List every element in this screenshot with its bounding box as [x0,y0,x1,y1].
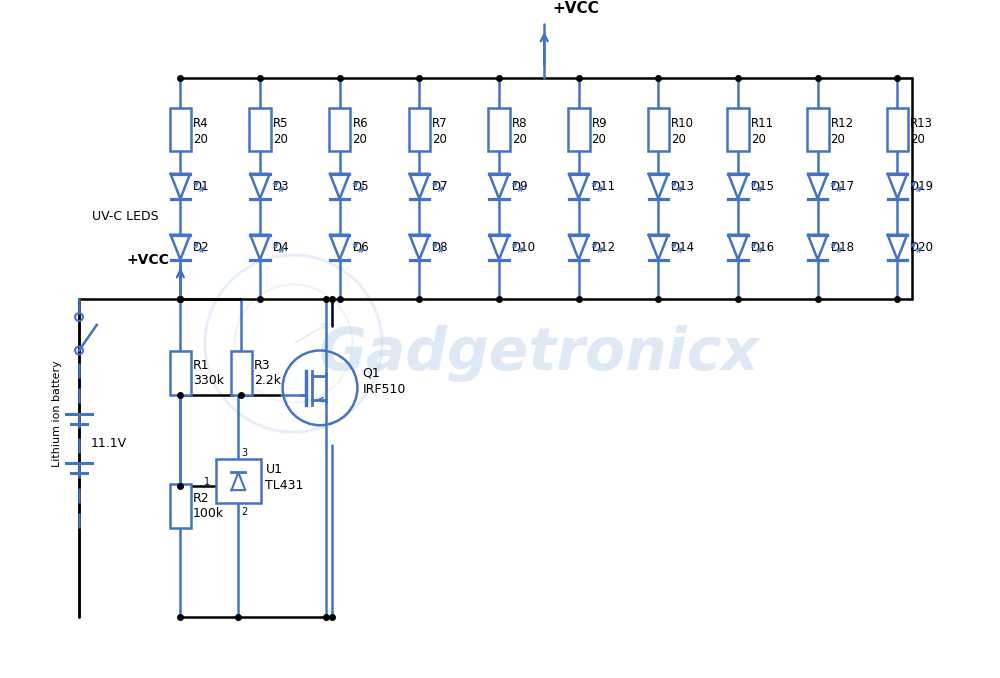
Text: R5: R5 [273,117,288,129]
Text: D3: D3 [273,180,289,193]
Bar [807,108,829,151]
Text: U1: U1 [265,464,282,477]
Bar [170,484,191,527]
Text: D17: D17 [830,180,855,193]
Text: D19: D19 [910,180,934,193]
Text: 20: 20 [193,132,208,146]
Text: R13: R13 [910,117,933,129]
Text: Gadgetronicx: Gadgetronicx [319,325,760,382]
Text: R4: R4 [193,117,209,129]
Text: 20: 20 [512,132,527,146]
Bar [568,108,590,151]
Text: 1: 1 [204,477,211,487]
Text: 3: 3 [241,448,247,458]
Bar [329,108,350,151]
Text: R2: R2 [193,492,210,504]
Text: R10: R10 [671,117,694,129]
Text: D15: D15 [751,180,775,193]
Text: D2: D2 [193,241,210,254]
Text: D14: D14 [671,241,695,254]
Text: +VCC: +VCC [126,253,169,267]
Text: D16: D16 [751,241,775,254]
Text: 100k: 100k [193,507,224,520]
Text: R3: R3 [254,359,271,372]
Text: TL431: TL431 [265,479,304,492]
Text: UV-C LEDS: UV-C LEDS [92,210,158,223]
Text: D8: D8 [432,241,449,254]
Bar [727,108,749,151]
Bar [648,108,669,151]
Bar [409,108,430,151]
Bar [170,351,191,395]
Text: R9: R9 [591,117,607,129]
Text: D9: D9 [512,180,528,193]
Bar [170,108,191,151]
Text: 20: 20 [751,132,766,146]
Bar [249,108,271,151]
Text: 11.1V: 11.1V [91,437,127,450]
Text: 2.2k: 2.2k [254,374,281,387]
Text: +VCC: +VCC [552,1,599,16]
Text: 20: 20 [910,132,925,146]
Text: IRF510: IRF510 [362,383,406,396]
Text: 20: 20 [352,132,367,146]
Text: D7: D7 [432,180,449,193]
Text: D20: D20 [910,241,934,254]
Text: Lithium ion battery: Lithium ion battery [52,361,62,467]
Text: 330k: 330k [193,374,224,387]
Text: R11: R11 [751,117,774,129]
Bar [887,108,908,151]
Text: R8: R8 [512,117,527,129]
Text: 2: 2 [241,507,248,517]
Text: R7: R7 [432,117,448,129]
Bar [216,459,261,504]
Text: R6: R6 [352,117,368,129]
Text: D11: D11 [591,180,616,193]
Bar [488,108,510,151]
Bar [231,351,252,395]
Text: 20: 20 [671,132,686,146]
Text: D12: D12 [591,241,616,254]
Text: R1: R1 [193,359,210,372]
Text: D18: D18 [830,241,854,254]
Text: D4: D4 [273,241,289,254]
Text: Q1: Q1 [362,366,380,379]
Text: D13: D13 [671,180,695,193]
Text: 20: 20 [830,132,845,146]
Text: D5: D5 [352,180,369,193]
Text: R12: R12 [830,117,854,129]
Text: D1: D1 [193,180,210,193]
Text: 20: 20 [432,132,447,146]
Text: D10: D10 [512,241,536,254]
Text: D6: D6 [352,241,369,254]
Text: 20: 20 [273,132,288,146]
Text: 20: 20 [591,132,606,146]
